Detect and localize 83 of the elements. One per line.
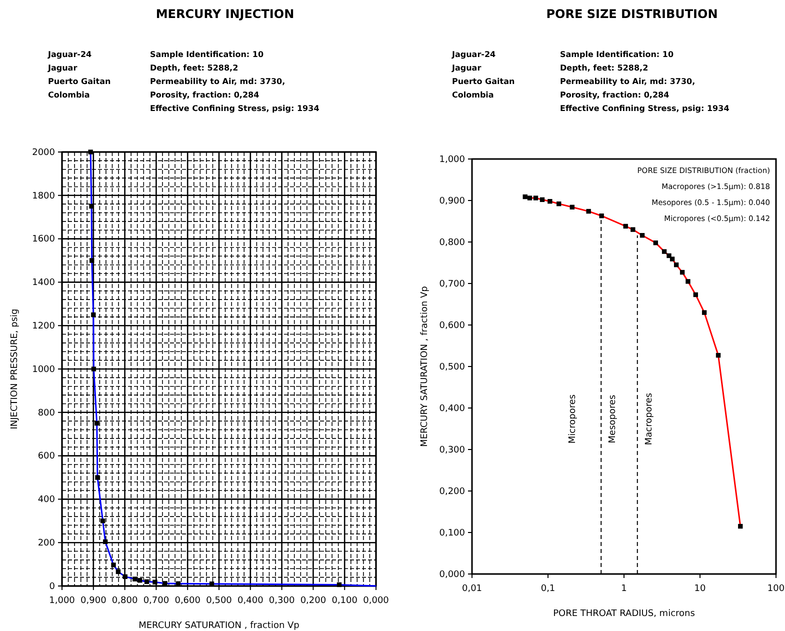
- y-tick-label: 0: [49, 582, 56, 592]
- point: [144, 579, 150, 584]
- y-tick-label: 0,700: [439, 279, 466, 290]
- point: [100, 518, 106, 524]
- text: Effective Confining Stress, psig: 1934: [560, 104, 730, 113]
- y-axis-title: INJECTION PRESSURE, psig: [10, 308, 20, 430]
- text: Depth, feet: 5288,2: [150, 64, 238, 72]
- text: Depth, feet: 5288,2: [560, 64, 648, 72]
- point: [95, 475, 100, 480]
- x-tick-label: 10: [694, 584, 706, 594]
- x-tick-label: 0,300: [268, 596, 295, 606]
- x-tick-label: 100: [767, 584, 785, 594]
- x-tick-label: 0,800: [112, 596, 138, 606]
- text: Porosity, fraction: 0,284: [150, 90, 260, 100]
- point: [162, 581, 168, 586]
- y-tick-label: 0,200: [439, 486, 466, 497]
- y-tick-label: 1400: [32, 278, 56, 288]
- y-tick-label: 1600: [32, 234, 56, 245]
- y-tick-label: 2000: [32, 148, 56, 158]
- point: [176, 581, 181, 586]
- x-tick-label: 0,900: [80, 596, 107, 606]
- x-tick-label: 1: [621, 584, 627, 594]
- x-tick-label: 0,700: [143, 596, 170, 606]
- text: Colombia: [48, 90, 90, 100]
- point: [138, 578, 142, 583]
- annotation: Macropores: [644, 392, 654, 446]
- point: [116, 569, 121, 574]
- y-tick-label: 1800: [32, 191, 56, 202]
- text: Permeability to Air, md: 3730,: [150, 77, 286, 86]
- y-tick-label: 0,500: [439, 362, 466, 372]
- y-tick-label: 600: [38, 452, 56, 462]
- x-axis-title: PORE THROAT RADIUS, microns: [553, 609, 696, 619]
- x-tick-label: 0,500: [206, 596, 232, 606]
- point: [336, 582, 342, 588]
- y-tick-label: 200: [38, 538, 56, 548]
- text: Porosity, fraction: 0,284: [560, 90, 670, 100]
- chart-title: PORE SIZE DISTRIBUTION: [546, 7, 718, 21]
- y-tick-label: 0,800: [439, 238, 466, 248]
- x-tick-label: 0,100: [332, 596, 358, 606]
- annotation: Mesopores: [608, 394, 618, 444]
- point: [88, 150, 93, 154]
- point: [152, 580, 158, 584]
- y-tick-label: 0,100: [439, 528, 466, 538]
- y-tick-label: 0,300: [439, 445, 466, 456]
- y-tick-label: 0,400: [439, 404, 466, 414]
- text: Colombia: [452, 90, 494, 100]
- y-tick-label: 0,000: [439, 570, 466, 580]
- point: [132, 576, 138, 582]
- x-axis-title: MERCURY SATURATION , fraction Vp: [138, 621, 300, 631]
- y-tick-label: 0,900: [439, 196, 466, 206]
- x-tick-label: 1,000: [49, 596, 76, 606]
- point: [102, 539, 108, 544]
- y-tick-label: 1000: [32, 364, 56, 375]
- point: [89, 258, 94, 263]
- annotation: Micropores: [568, 394, 578, 444]
- text: Jaguar: [47, 64, 78, 72]
- chart-title: MERCURY INJECTION: [156, 7, 294, 21]
- x-tick-label: 0,600: [174, 596, 201, 606]
- y-axis-title: MERCURY SATURATION , fraction Vp: [420, 286, 430, 447]
- text: Jaguar-24: [47, 50, 92, 59]
- x-tick-label: 0,01: [462, 584, 482, 594]
- y-tick-label: 400: [38, 495, 56, 506]
- text: Sample Identification: 10: [150, 50, 264, 59]
- text: Jaguar-24: [451, 50, 496, 59]
- text: Jaguar: [451, 64, 482, 72]
- point: [111, 562, 116, 568]
- y-tick-label: 800: [38, 408, 56, 418]
- x-tick-label: 0,000: [363, 596, 390, 606]
- x-tick-label: 0,1: [540, 584, 556, 594]
- y-tick-label: 1200: [32, 321, 56, 332]
- point: [91, 366, 96, 372]
- text: Puerto Gaitan: [48, 77, 111, 86]
- text: Sample Identification: 10: [560, 50, 674, 59]
- point: [91, 312, 96, 318]
- point: [94, 420, 100, 426]
- y-tick-label: 1,000: [439, 154, 466, 165]
- text: Permeability to Air, md: 3730,: [560, 77, 696, 86]
- point: [122, 574, 128, 580]
- x-tick-label: 0,400: [238, 596, 264, 606]
- text: Puerto Gaitan: [452, 77, 515, 86]
- y-tick-label: 0,600: [439, 320, 466, 331]
- x-tick-label: 0,200: [300, 596, 326, 606]
- text: Effective Confining Stress, psig: 1934: [150, 104, 320, 113]
